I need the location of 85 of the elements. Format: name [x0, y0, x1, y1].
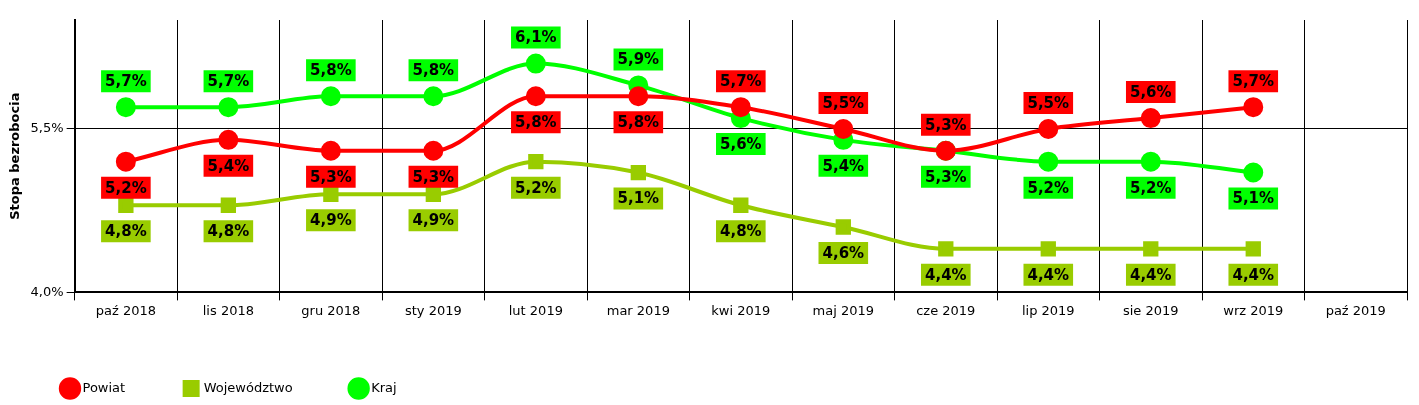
point: [218, 129, 239, 150]
point: [115, 97, 136, 118]
point: [1245, 241, 1261, 257]
point: [733, 197, 749, 213]
point: [423, 140, 444, 161]
point: [628, 86, 649, 107]
data-label: 5,3%: [310, 167, 352, 186]
data-label: 5,4%: [822, 156, 865, 175]
data-label: 5,4%: [207, 156, 250, 175]
point: [1040, 241, 1056, 257]
x-tick-label: wrz 2019: [1223, 302, 1284, 318]
legend-label: Województwo: [203, 379, 293, 395]
data-label: 5,1%: [617, 189, 660, 208]
legend-label: Powiat: [82, 379, 126, 395]
point: [835, 219, 851, 235]
data-label: 5,2%: [105, 178, 147, 197]
x-tick-label: mar 2019: [606, 302, 670, 318]
x-tick-label: sie 2019: [1122, 302, 1179, 318]
x-tick-label: sty 2019: [404, 302, 462, 318]
data-label: 5,1%: [1232, 189, 1275, 208]
point: [115, 151, 136, 172]
point: [833, 118, 854, 139]
data-label: 5,8%: [515, 113, 557, 132]
point: [323, 186, 339, 202]
data-label: 5,7%: [105, 72, 147, 91]
data-label: 4,9%: [310, 211, 352, 230]
point: [1140, 151, 1161, 172]
point: [525, 86, 546, 107]
point: [1140, 108, 1161, 129]
data-label: 5,2%: [515, 178, 557, 197]
x-tick-label: gru 2018: [301, 302, 361, 318]
data-label: 4,4%: [1027, 265, 1070, 284]
point: [1243, 162, 1264, 183]
point: [1243, 97, 1264, 118]
point: [218, 97, 239, 118]
point: [630, 164, 646, 181]
y-axis-title: Stopa bezrobocia: [7, 92, 23, 220]
point: [425, 186, 441, 202]
data-label: 5,3%: [412, 167, 455, 186]
point: [220, 197, 237, 213]
data-label: 4,9%: [412, 211, 455, 230]
data-label: 5,3%: [924, 115, 967, 134]
x-tick-label: paź 2019: [1325, 302, 1386, 318]
x-tick-label: lut 2019: [508, 302, 563, 318]
point: [320, 140, 341, 161]
point: [1038, 118, 1059, 139]
data-label: 4,4%: [1129, 265, 1172, 284]
point: [528, 153, 544, 170]
point: [730, 97, 751, 118]
data-label: 5,8%: [617, 113, 660, 132]
x-tick-label: paź 2018: [95, 302, 156, 318]
x-tick-label: kwi 2019: [711, 302, 771, 318]
data-label: 5,2%: [1027, 178, 1070, 197]
x-tick-label: lip 2019: [1021, 302, 1075, 318]
x-tick-label: cze 2019: [916, 302, 976, 318]
data-label: 4,4%: [924, 265, 967, 284]
data-label: 5,3%: [924, 167, 967, 186]
data-label: 5,8%: [412, 61, 455, 80]
point: [525, 53, 546, 74]
point: [320, 86, 341, 107]
point: [938, 241, 954, 257]
data-label: 5,7%: [720, 72, 762, 91]
data-label: 4,8%: [105, 222, 147, 241]
x-tick-label: lis 2018: [202, 302, 254, 318]
data-label: 5,5%: [1027, 93, 1070, 112]
x-tick-label: maj 2019: [812, 302, 875, 318]
data-label: 5,2%: [1129, 178, 1172, 197]
data-label: 5,5%: [822, 93, 865, 112]
data-label: 4,6%: [822, 243, 865, 262]
point: [1143, 241, 1159, 257]
data-label: 5,8%: [310, 61, 352, 80]
point: [423, 86, 444, 107]
legend-label: Kraj: [371, 379, 397, 395]
data-label: 5,6%: [1129, 82, 1172, 101]
y-tick-label: 4,0%: [30, 283, 64, 299]
data-label: 6,1%: [515, 28, 557, 47]
point: [1038, 151, 1059, 172]
data-label: 5,6%: [720, 134, 762, 153]
data-label: 5,7%: [1232, 72, 1275, 91]
data-label: 4,4%: [1232, 265, 1275, 284]
data-label: 4,8%: [720, 222, 762, 241]
data-label: 5,7%: [207, 72, 250, 91]
point: [118, 197, 134, 213]
data-label: 5,9%: [617, 50, 660, 69]
data-label: 4,8%: [207, 222, 250, 241]
